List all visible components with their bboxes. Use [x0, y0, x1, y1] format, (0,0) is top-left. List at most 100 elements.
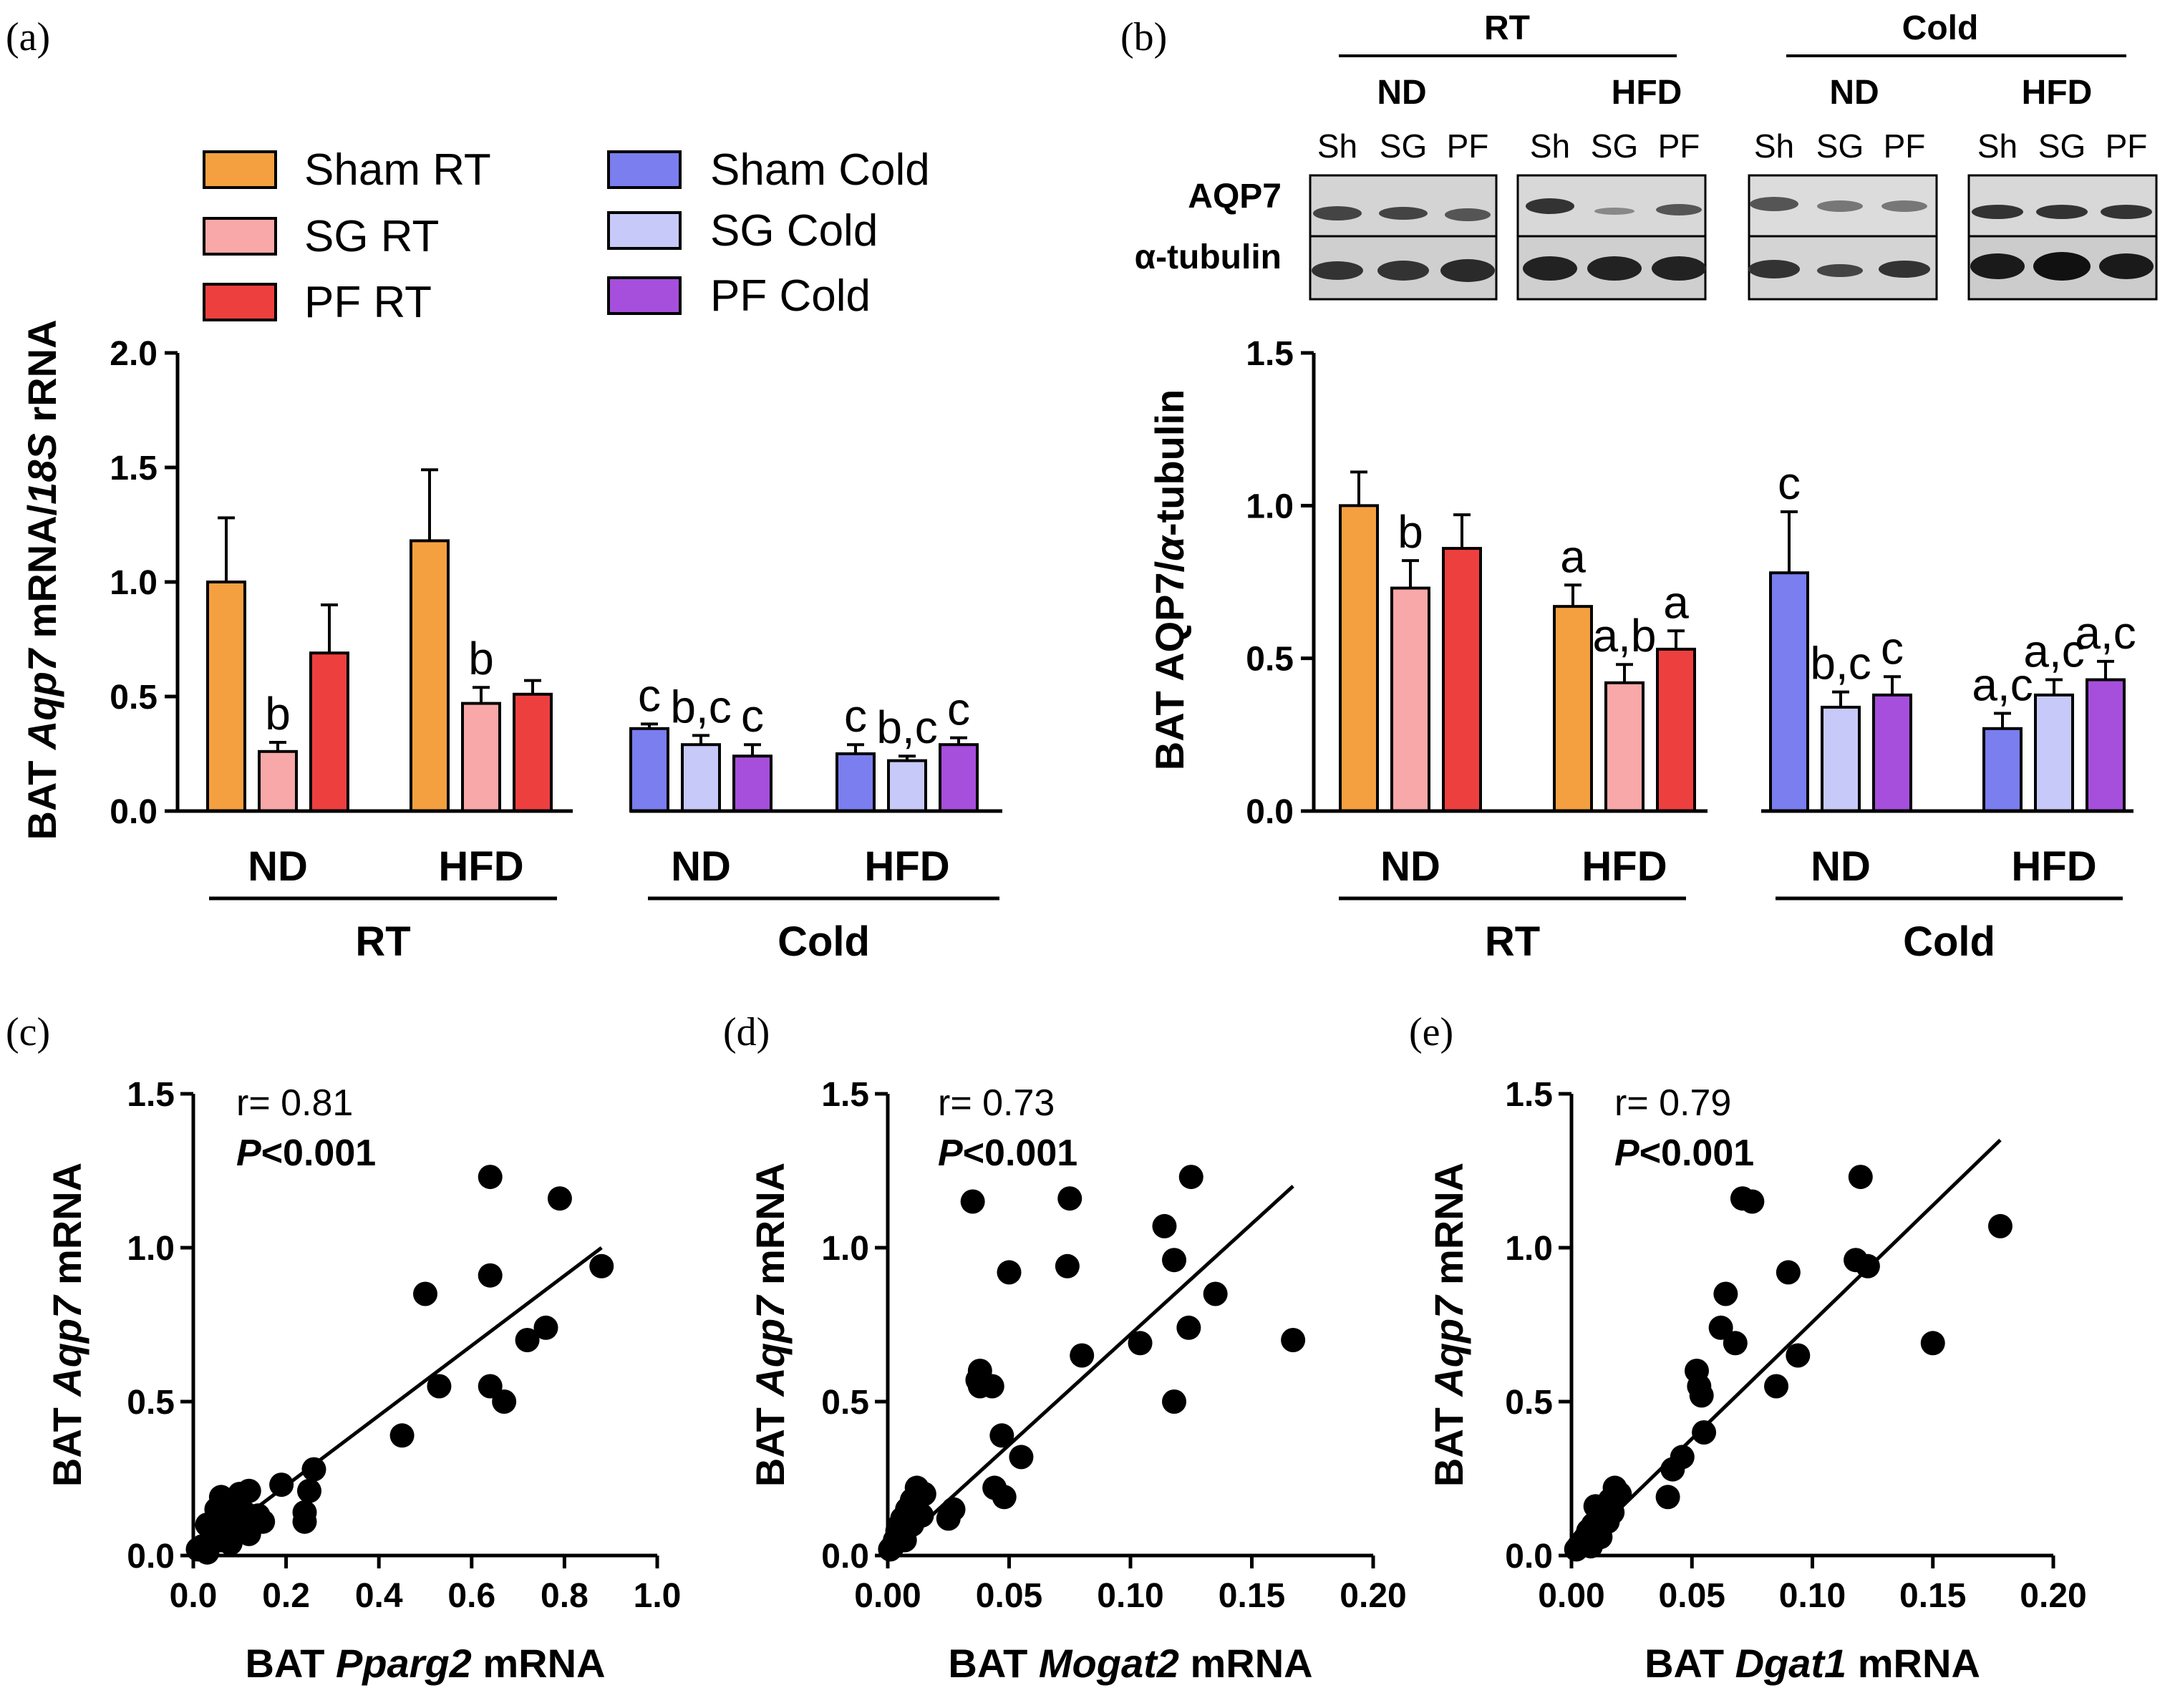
x-tick-label: 0.15: [1899, 1577, 1966, 1615]
significance-letter: b,c: [876, 702, 937, 753]
data-point: [1660, 1457, 1685, 1482]
legend-swatch-pf-rt: [203, 283, 277, 321]
y-tick-label: 0.0: [821, 1538, 869, 1576]
y-tick-label: 1.5: [1246, 335, 1294, 373]
legend-swatch-sham-cold: [607, 150, 682, 189]
data-point: [1176, 1315, 1201, 1340]
data-point: [1128, 1331, 1153, 1356]
data-point: [1723, 1331, 1748, 1356]
significance-letter: b: [468, 633, 494, 684]
y-tick-label: 0.5: [821, 1384, 869, 1422]
data-point: [1987, 1213, 2012, 1238]
bar-chart-aqp7-mrna: 0.0 0.5 1.0 1.5 2.0 BAT Aqp7 mRNA/18S rRNA b ND…: [19, 319, 1002, 965]
data-point: [1574, 1525, 1599, 1550]
data-point: [195, 1540, 220, 1565]
y-tick-label: 1.0: [127, 1230, 175, 1268]
significance-letter: c: [947, 684, 970, 735]
lane-label: SG: [2038, 127, 2086, 165]
blot-row-label-aqp7: AQP7: [1188, 178, 1282, 215]
temperature-label: Cold: [1903, 918, 1995, 965]
y-tick-label: 0.0: [127, 1538, 175, 1576]
scatter-pparg2: 0.0 0.5 1.0 1.5 0.0 0.2 0.4 0.6 0.8 1.0 BAT Pparg2…: [44, 1076, 681, 1686]
p-value: P<0.001: [1614, 1132, 1754, 1174]
data-point: [1655, 1485, 1680, 1510]
significance-letter: c: [1881, 622, 1904, 674]
data-point: [427, 1374, 452, 1399]
correlation-r: r= 0.73: [938, 1082, 1055, 1124]
data-point: [204, 1518, 229, 1543]
diet-label: HFD: [1582, 843, 1667, 890]
data-point: [1583, 1494, 1608, 1519]
blot-diet-nd-cold: ND: [1829, 74, 1879, 112]
bar-sham-rt: [1553, 605, 1593, 813]
significance-letter: b: [1398, 506, 1423, 558]
y-tick-label: 1.0: [1246, 487, 1294, 525]
panel-label-a: (a): [6, 15, 50, 59]
data-point: [960, 1189, 985, 1214]
data-point: [589, 1253, 614, 1278]
blot-cold-label: Cold: [1902, 9, 1979, 47]
legend-label-pf-cold: PF Cold: [710, 271, 871, 321]
data-point: [1152, 1213, 1177, 1238]
x-axis-label: BAT Pparg2 mRNA: [245, 1641, 605, 1686]
y-tick-label: 1.0: [110, 564, 158, 602]
scatter-dgat1: 0.0 0.5 1.0 1.5 0.00 0.05 0.10 0.15 0.20 BAT Dgat…: [1426, 1076, 2087, 1686]
data-point: [297, 1478, 321, 1503]
y-tick-label: 1.0: [1505, 1230, 1553, 1268]
bar-sham-cold: [629, 727, 669, 812]
data-point: [1162, 1389, 1187, 1414]
y-axis-label: BAT AQP7/α-tubulin: [1147, 389, 1192, 770]
lane-label: PF: [2106, 127, 2148, 165]
significance-letter: c: [741, 690, 764, 742]
y-tick-label: 1.0: [821, 1230, 869, 1268]
data-point: [1764, 1374, 1789, 1399]
bar-sg-rt: [1390, 586, 1430, 812]
temperature-label: Cold: [778, 918, 870, 965]
y-tick-label: 0.5: [1246, 641, 1294, 679]
data-point: [301, 1457, 326, 1482]
bar-pf-cold: [1872, 693, 1912, 812]
bar-chart-aqp7-protein: 0.0 0.5 1.0 1.5 BAT AQP7/α-tubulin b ND aa,ba HF…: [1147, 335, 2136, 965]
y-tick-label: 1.5: [821, 1076, 869, 1114]
y-tick-label: 0.0: [1246, 793, 1294, 831]
bar-sg-cold: [2034, 693, 2074, 812]
temperature-label: RT: [355, 918, 410, 965]
panel-label-e: (e): [1409, 1010, 1453, 1054]
data-point: [1713, 1281, 1738, 1306]
blot-image-hfd-cold: [1967, 174, 2158, 301]
blot-row-label-tubulin: α-tubulin: [1135, 238, 1282, 276]
legend-label-sham-cold: Sham Cold: [710, 145, 930, 195]
bar-sham-rt: [1339, 504, 1379, 812]
x-tick-label: 0.4: [355, 1577, 403, 1615]
blot-rt-label: RT: [1484, 9, 1530, 47]
significance-letter: a,c: [2023, 626, 2084, 677]
data-point: [413, 1281, 437, 1306]
y-axis-label: BAT Aqp7 mRNA/18S rRNA: [19, 319, 64, 840]
panel-label-c: (c): [6, 1010, 50, 1054]
x-tick-label: 0.05: [1659, 1577, 1725, 1615]
data-point: [1776, 1260, 1801, 1285]
x-tick-label: 0.00: [854, 1577, 921, 1615]
y-tick-label: 1.5: [1505, 1076, 1553, 1114]
scatter-mogat2: 0.0 0.5 1.0 1.5 0.00 0.05 0.10 0.15 0.20 BAT Moga…: [747, 1076, 1407, 1686]
data-point: [1855, 1253, 1880, 1278]
diet-label: HFD: [438, 843, 523, 890]
bar-sg-cold: [887, 759, 927, 812]
y-tick-label: 0.5: [1505, 1384, 1553, 1422]
significance-letter: c: [638, 669, 661, 721]
data-point: [292, 1509, 317, 1534]
p-value: P<0.001: [938, 1132, 1077, 1174]
diet-label: ND: [248, 843, 308, 890]
bar-sham-rt: [410, 539, 450, 813]
bar-sham-cold: [835, 752, 876, 812]
significance-letter: a: [1663, 576, 1689, 628]
lane-label: PF: [1884, 127, 1926, 165]
data-point: [1708, 1315, 1733, 1340]
x-tick-label: 0.00: [1538, 1577, 1604, 1615]
significance-letter: c: [1778, 457, 1801, 509]
data-point: [223, 1497, 248, 1522]
blot-image-hfd-rt: [1516, 174, 1707, 301]
data-point: [1178, 1165, 1203, 1190]
data-point: [389, 1423, 415, 1448]
